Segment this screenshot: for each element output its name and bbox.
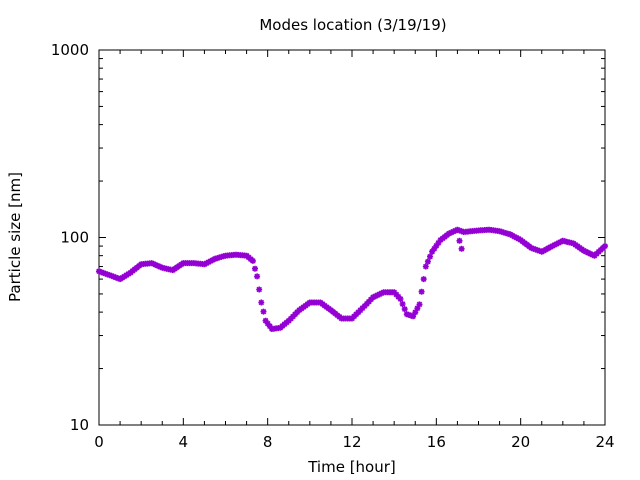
data-point bbox=[256, 286, 263, 293]
data-point bbox=[262, 317, 269, 324]
data-point bbox=[422, 263, 429, 270]
data-point bbox=[458, 228, 465, 235]
x-tick-label: 0 bbox=[94, 433, 104, 451]
data-point bbox=[416, 301, 423, 308]
data-point bbox=[450, 228, 457, 235]
x-tick-label: 16 bbox=[427, 433, 446, 451]
data-point bbox=[266, 323, 273, 330]
x-tick-label: 4 bbox=[179, 433, 189, 451]
data-point bbox=[433, 242, 440, 249]
data-point bbox=[589, 251, 596, 258]
data-point bbox=[108, 272, 115, 279]
y-tick-label: 1000 bbox=[51, 41, 89, 59]
data-point bbox=[155, 262, 161, 269]
data-point bbox=[249, 257, 256, 264]
y-axis-label: Particle size [nm] bbox=[6, 172, 24, 302]
data-point bbox=[420, 276, 427, 283]
data-point bbox=[456, 237, 463, 244]
data-point bbox=[260, 308, 267, 315]
data-point bbox=[414, 305, 421, 312]
plot-frame bbox=[98, 49, 606, 426]
x-axis: 0 4 8 12 16 20 24 bbox=[94, 50, 615, 451]
data-point bbox=[429, 248, 436, 255]
data-point bbox=[148, 260, 155, 267]
chart-title: Modes location (3/19/19) bbox=[259, 16, 446, 34]
y-axis: 10 100 1000 bbox=[51, 41, 605, 434]
data-point bbox=[264, 320, 271, 327]
x-tick-label: 24 bbox=[595, 433, 614, 451]
x-axis-label: Time [hour] bbox=[307, 458, 396, 476]
x-tick-label: 20 bbox=[511, 433, 530, 451]
data-point bbox=[252, 265, 258, 272]
data-point bbox=[115, 275, 121, 282]
data-point bbox=[401, 306, 408, 313]
x-tick-label: 12 bbox=[342, 433, 361, 451]
data-point bbox=[458, 245, 465, 252]
y-tick-label: 10 bbox=[70, 416, 89, 434]
data-point bbox=[435, 239, 442, 246]
data-point bbox=[536, 247, 543, 254]
y-tick-label: 100 bbox=[60, 229, 89, 247]
data-point bbox=[454, 226, 461, 233]
data-point bbox=[446, 230, 452, 237]
data-point bbox=[431, 245, 438, 252]
data-point bbox=[96, 268, 102, 275]
x-tick-label: 8 bbox=[263, 433, 273, 451]
data-point bbox=[532, 246, 539, 253]
data-point bbox=[412, 309, 419, 316]
data-point bbox=[399, 301, 406, 307]
data-point bbox=[418, 288, 425, 295]
data-point bbox=[602, 243, 608, 250]
data-point bbox=[528, 244, 535, 251]
data-point bbox=[397, 296, 404, 302]
data-point bbox=[424, 258, 431, 265]
data-point bbox=[254, 273, 261, 280]
data-point bbox=[258, 299, 265, 306]
data-series bbox=[96, 226, 608, 332]
data-point bbox=[410, 313, 417, 320]
data-point bbox=[152, 262, 159, 268]
data-point bbox=[427, 253, 433, 260]
data-point bbox=[157, 263, 164, 270]
